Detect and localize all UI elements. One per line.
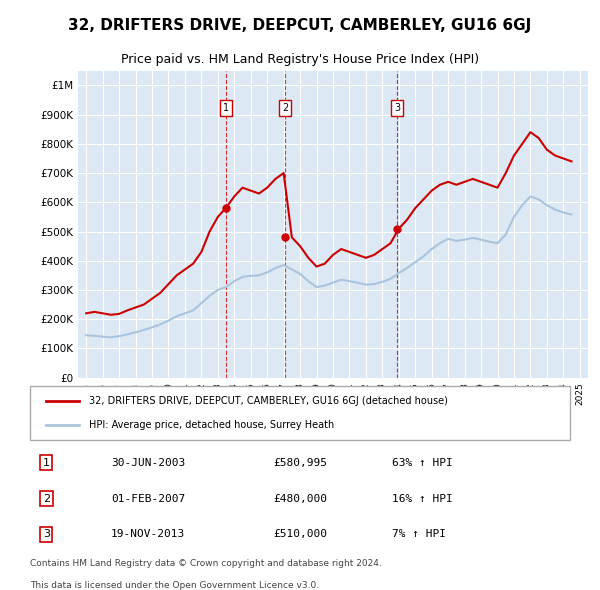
Text: 2: 2: [282, 103, 288, 113]
Text: £580,995: £580,995: [273, 458, 327, 468]
Text: 01-FEB-2007: 01-FEB-2007: [111, 494, 185, 503]
Text: HPI: Average price, detached house, Surrey Heath: HPI: Average price, detached house, Surr…: [89, 419, 335, 430]
Text: 16% ↑ HPI: 16% ↑ HPI: [392, 494, 452, 503]
Text: 19-NOV-2013: 19-NOV-2013: [111, 529, 185, 539]
FancyBboxPatch shape: [30, 386, 570, 440]
Text: 30-JUN-2003: 30-JUN-2003: [111, 458, 185, 468]
Text: £510,000: £510,000: [273, 529, 327, 539]
Text: 2: 2: [43, 494, 50, 503]
Text: 3: 3: [394, 103, 400, 113]
Text: Price paid vs. HM Land Registry's House Price Index (HPI): Price paid vs. HM Land Registry's House …: [121, 53, 479, 66]
Text: 1: 1: [223, 103, 229, 113]
Text: 7% ↑ HPI: 7% ↑ HPI: [392, 529, 446, 539]
Text: 32, DRIFTERS DRIVE, DEEPCUT, CAMBERLEY, GU16 6GJ (detached house): 32, DRIFTERS DRIVE, DEEPCUT, CAMBERLEY, …: [89, 396, 448, 407]
Text: 1: 1: [43, 458, 50, 468]
Text: 32, DRIFTERS DRIVE, DEEPCUT, CAMBERLEY, GU16 6GJ: 32, DRIFTERS DRIVE, DEEPCUT, CAMBERLEY, …: [68, 18, 532, 32]
Text: 63% ↑ HPI: 63% ↑ HPI: [392, 458, 452, 468]
Text: 3: 3: [43, 529, 50, 539]
Text: Contains HM Land Registry data © Crown copyright and database right 2024.: Contains HM Land Registry data © Crown c…: [30, 559, 382, 568]
Text: £480,000: £480,000: [273, 494, 327, 503]
Text: This data is licensed under the Open Government Licence v3.0.: This data is licensed under the Open Gov…: [30, 581, 319, 589]
